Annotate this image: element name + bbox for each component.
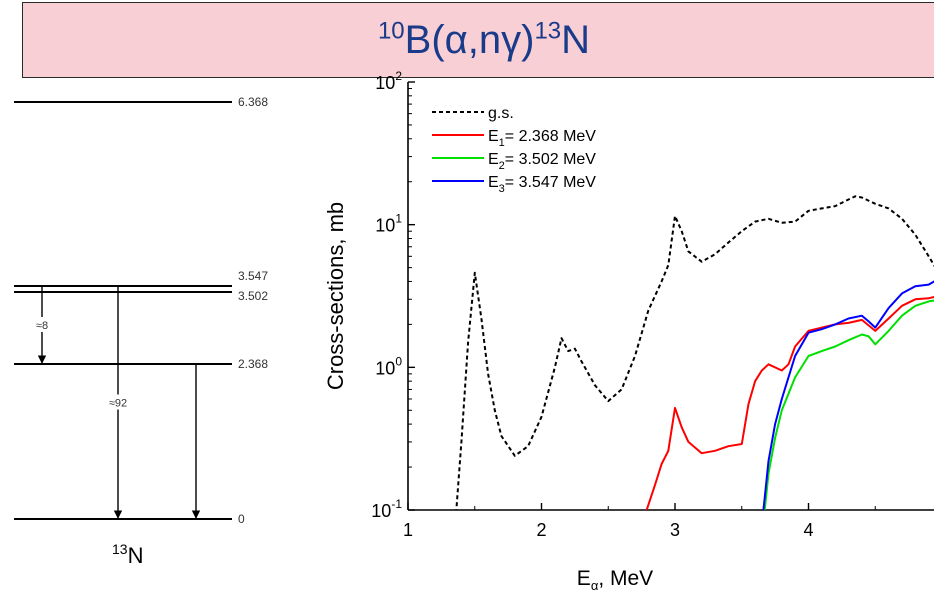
- y-tick-base: 10: [375, 216, 395, 236]
- series-line-1: [645, 296, 934, 510]
- y-tick-exp: 2: [395, 69, 402, 83]
- legend-main: E: [488, 151, 499, 168]
- y-tick-label: 100: [375, 354, 402, 378]
- y-tick-label: 101: [375, 212, 402, 236]
- series-line-0: [455, 195, 934, 510]
- legend-label-0: g.s.: [488, 105, 514, 122]
- title-pre-sup: 10: [377, 17, 405, 45]
- legend-label-1: E1= 2.368 MeV: [488, 128, 596, 149]
- level-label: 3.547: [238, 269, 268, 283]
- y-tick-label: 102: [375, 69, 402, 93]
- legend-sub: 1: [499, 137, 505, 149]
- y-tick-base: 10: [371, 501, 391, 521]
- legend-main: g.s.: [488, 105, 514, 122]
- y-tick-base: 10: [375, 358, 395, 378]
- y-axis-label: Cross-sections, mb: [323, 202, 348, 390]
- x-axis-label-main: E: [577, 567, 591, 590]
- x-axis-label-sub: α: [591, 578, 599, 593]
- level-label: 0: [238, 512, 245, 526]
- title-main: B(α,nγ): [404, 17, 535, 62]
- transition-label-bg: [30, 317, 54, 332]
- level-label: 3.502: [238, 289, 268, 303]
- legend-rest: = 3.502 MeV: [505, 151, 597, 168]
- x-tick-label: 2: [536, 520, 546, 540]
- transition-label-bg: [106, 394, 130, 410]
- title-tail: N: [561, 17, 591, 62]
- series-line-2: [763, 299, 934, 510]
- y-tick-label: 10-1: [371, 497, 402, 521]
- transition-label: ≈8: [36, 320, 48, 332]
- plot-area: [455, 195, 934, 510]
- level-label: 2.368: [238, 357, 268, 371]
- legend-sub: 2: [499, 160, 505, 172]
- x-axis-label-unit: , MeV: [598, 567, 653, 590]
- legend-rest: = 3.547 MeV: [505, 174, 597, 191]
- nucleus-sup: 13: [112, 541, 128, 557]
- legend-label-2: E2= 3.502 MeV: [488, 151, 596, 172]
- y-tick-base: 10: [375, 73, 395, 93]
- legend-main: E: [488, 174, 499, 191]
- transition-label: ≈92: [109, 398, 127, 410]
- legend-label-3: E3= 3.547 MeV: [488, 174, 596, 195]
- y-tick-exp: -1: [391, 497, 402, 511]
- level-scheme: 6.368 3.547 3.502 2.368 0 ≈8 ≈92 13N: [14, 95, 268, 568]
- x-tick-label: 3: [670, 520, 680, 540]
- x-tick-label: 1: [403, 520, 413, 540]
- title-banner: 10B(α,nγ)13N: [22, 2, 934, 78]
- nucleus-symbol: N: [128, 543, 144, 568]
- x-tick-label: 4: [803, 520, 813, 540]
- title-post-sup: 13: [534, 17, 562, 45]
- y-tick-exp: 0: [395, 354, 402, 368]
- x-axis-label: Eα, MeV: [577, 567, 653, 593]
- series-line-3: [762, 280, 934, 510]
- legend-sub: 3: [499, 183, 505, 195]
- legend-rest: = 2.368 MeV: [505, 128, 597, 145]
- legend-main: E: [488, 128, 499, 145]
- chart-title: 10B(α,nγ)13N: [378, 18, 590, 63]
- level-label: 6.368: [238, 95, 268, 109]
- nucleus-label: 13N: [112, 541, 143, 568]
- y-tick-exp: 1: [395, 212, 402, 226]
